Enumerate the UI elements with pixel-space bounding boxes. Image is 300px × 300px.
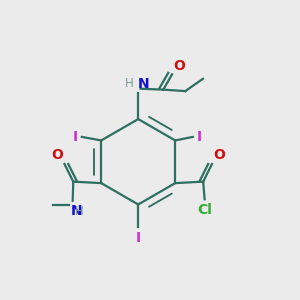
Text: N: N	[70, 204, 82, 218]
Text: O: O	[51, 148, 63, 162]
Text: H: H	[75, 205, 83, 218]
Text: I: I	[136, 231, 141, 245]
Text: O: O	[174, 58, 185, 73]
Text: H: H	[125, 76, 134, 90]
Text: I: I	[196, 130, 202, 144]
Text: O: O	[214, 148, 225, 162]
Text: I: I	[73, 130, 78, 144]
Text: N: N	[138, 77, 150, 91]
Text: Cl: Cl	[197, 203, 212, 217]
